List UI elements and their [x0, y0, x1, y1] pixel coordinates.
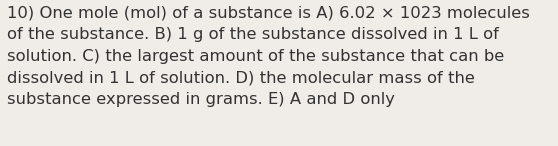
- Text: 10) One mole (mol) of a substance is A) 6.02 × 1023 molecules
of the substance. : 10) One mole (mol) of a substance is A) …: [7, 6, 530, 107]
